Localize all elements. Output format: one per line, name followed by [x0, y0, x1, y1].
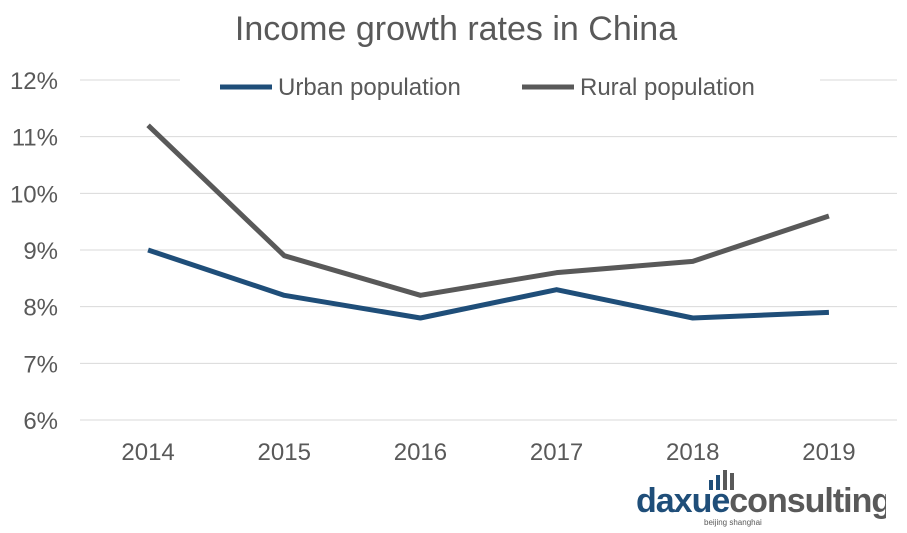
series-line-1: [146, 123, 830, 298]
legend-label: Urban population: [278, 74, 461, 101]
x-tick-label: 2014: [121, 439, 174, 466]
svg-text:beijing shanghai: beijing shanghai: [704, 518, 762, 527]
x-tick-label: 2016: [394, 439, 447, 466]
y-tick-label: 12%: [10, 68, 58, 95]
y-tick-label: 10%: [10, 181, 58, 208]
y-tick-label: 11%: [12, 125, 58, 152]
y-tick-label: 6%: [23, 408, 58, 435]
y-tick-label: 7%: [23, 351, 58, 378]
legend-background: [180, 70, 820, 100]
y-tick-label: 9%: [23, 238, 58, 265]
x-tick-label: 2019: [802, 439, 855, 466]
y-tick-label: 8%: [23, 295, 58, 322]
series-line-0: [147, 247, 830, 321]
x-tick-label: 2017: [530, 439, 583, 466]
daxue-consulting-logo: daxueconsulting beijing shanghai: [636, 470, 886, 527]
legend-label: Rural population: [580, 74, 755, 101]
x-tick-label: 2018: [666, 439, 719, 466]
svg-text:daxueconsulting: daxueconsulting: [636, 482, 886, 520]
x-tick-label: 2015: [258, 439, 311, 466]
chart-title: Income growth rates in China: [235, 10, 677, 48]
